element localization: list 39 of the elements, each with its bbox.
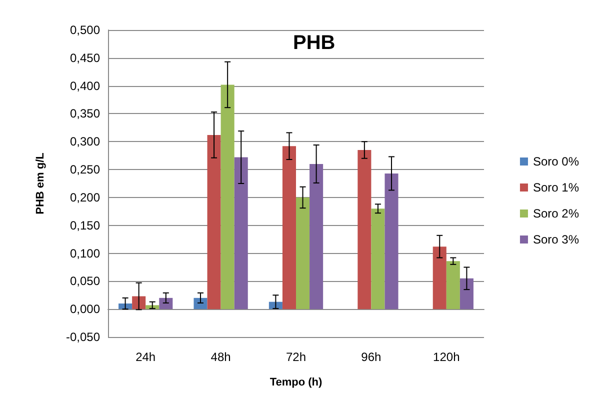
y-tick-label: 0,150 <box>70 218 100 232</box>
legend-label: Soro 3% <box>532 232 580 246</box>
bar <box>159 298 173 310</box>
bar <box>207 134 221 310</box>
bar <box>460 278 474 310</box>
y-axis-title: PHB em g/L <box>34 152 46 214</box>
y-tick-label: -0,050 <box>66 330 100 344</box>
y-tick-label: 0,350 <box>70 106 100 121</box>
bar <box>358 150 372 310</box>
y-tick-label: 0,250 <box>70 162 100 177</box>
bar <box>132 296 146 310</box>
bar <box>234 157 248 310</box>
bar <box>446 261 460 310</box>
y-tick-label: 0,500 <box>70 23 100 37</box>
y-tick-label: 0,200 <box>70 190 100 204</box>
x-tick-label: 48h <box>210 350 231 364</box>
legend-label: Soro 2% <box>532 206 580 220</box>
x-tick-label: 24h <box>136 350 156 364</box>
bar <box>296 197 310 310</box>
y-tick-label: 0,300 <box>70 134 100 149</box>
bar <box>371 208 385 310</box>
chart-title: PHB <box>293 32 336 54</box>
x-axis-title: Tempo (h) <box>270 376 323 388</box>
x-tick-label: 72h <box>286 350 306 364</box>
y-tick-label: 0,450 <box>70 50 100 65</box>
y-tick-label: 0,000 <box>70 302 100 316</box>
legend-label: Soro 0% <box>532 154 580 168</box>
bar <box>282 146 296 310</box>
bar <box>384 173 398 310</box>
y-tick-label: 0,050 <box>70 274 100 288</box>
y-tick-label: 0,100 <box>70 246 100 260</box>
legend-label: Soro 1% <box>532 180 580 194</box>
bar <box>220 84 234 310</box>
bar <box>194 298 208 310</box>
bar <box>310 164 324 310</box>
y-tick-label: 0,400 <box>70 78 100 93</box>
x-tick-label: 120h <box>433 350 460 364</box>
x-tick-label: 96h <box>361 350 382 364</box>
bar <box>432 246 446 310</box>
